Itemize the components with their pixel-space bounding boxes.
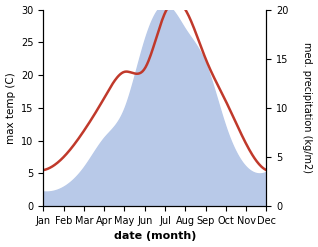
Y-axis label: med. precipitation (kg/m2): med. precipitation (kg/m2) bbox=[302, 42, 313, 173]
X-axis label: date (month): date (month) bbox=[114, 231, 196, 242]
Y-axis label: max temp (C): max temp (C) bbox=[5, 72, 16, 144]
